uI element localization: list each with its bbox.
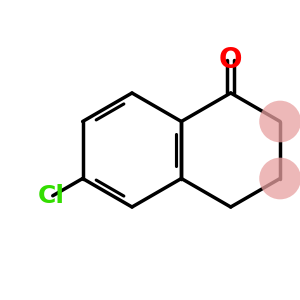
Text: O: O xyxy=(219,46,242,74)
Text: Cl: Cl xyxy=(38,184,65,208)
Point xyxy=(278,119,283,124)
Point xyxy=(278,176,283,181)
